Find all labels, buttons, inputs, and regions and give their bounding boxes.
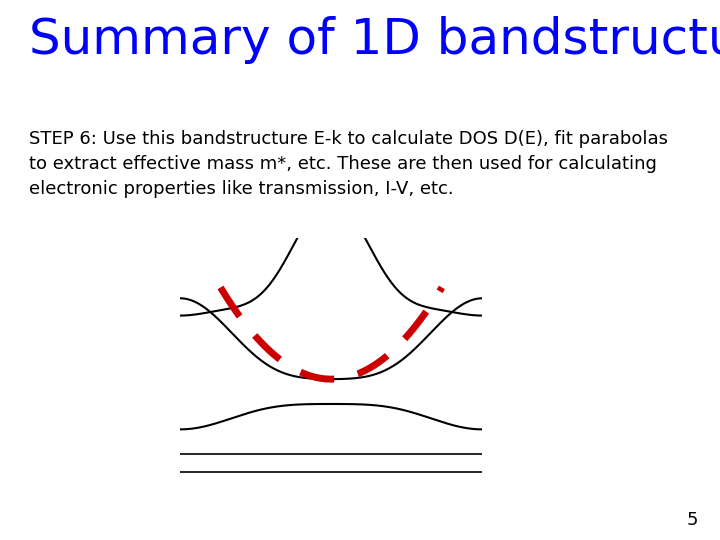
Text: STEP 6: Use this bandstructure E-k to calculate DOS D(E), fit parabolas
to extra: STEP 6: Use this bandstructure E-k to ca… xyxy=(29,130,668,198)
Text: Summary of 1D bandstructure: Summary of 1D bandstructure xyxy=(29,16,720,64)
Text: 5: 5 xyxy=(687,511,698,529)
